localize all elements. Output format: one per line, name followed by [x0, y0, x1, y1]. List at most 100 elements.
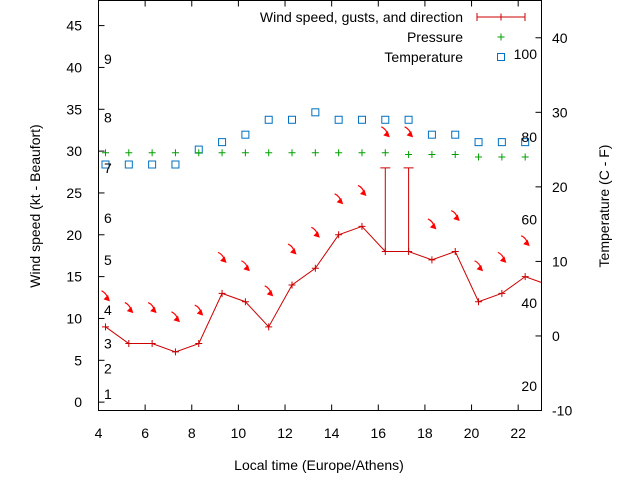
pressure-point — [358, 149, 366, 157]
wind-direction-arrow — [357, 184, 367, 196]
beaufort-label: 5 — [104, 252, 112, 268]
wind-direction-arrow — [450, 209, 460, 222]
x-axis-label: Local time (Europe/Athens) — [234, 457, 404, 473]
pressure-point — [218, 149, 226, 157]
x-tick-label: 14 — [324, 425, 340, 441]
beaufort-label: 2 — [104, 361, 112, 377]
chart-tick-labels: 4 6 8 10 12 14 16 18 20 22051015202530354045-1001… — [66, 18, 572, 441]
temperature-point — [311, 108, 320, 117]
wind-direction-arrow — [520, 235, 530, 247]
wind-direction-arrow — [147, 302, 157, 314]
y2-tick-label: 10 — [552, 253, 568, 269]
wind-speed-point — [475, 298, 483, 306]
x-tick-label: 12 — [277, 425, 293, 441]
temperature-point — [357, 115, 366, 124]
y-tick-label: 5 — [74, 352, 82, 368]
wind-direction-arrow — [497, 251, 507, 263]
wind-direction-arrow — [427, 218, 437, 230]
wind-speed-point — [451, 248, 459, 256]
y2-tick-label: 20 — [552, 179, 568, 195]
temperature-point — [451, 130, 460, 139]
legend-label-pressure: Pressure — [407, 29, 463, 45]
pressure-point — [265, 149, 273, 157]
y-tick-label: 40 — [66, 59, 82, 75]
wind-speed-point — [171, 348, 179, 356]
legend-swatches — [476, 13, 526, 61]
wind-speed-point — [428, 256, 436, 264]
wind-speed-point — [288, 281, 296, 289]
temperature-point — [124, 160, 133, 169]
plot-frame — [98, 0, 542, 411]
pressure-point — [475, 153, 483, 161]
temperature-point — [497, 138, 506, 147]
y2-tick-label: 0 — [552, 328, 560, 344]
temperature-point — [334, 115, 343, 124]
legend-swatch-temperature — [497, 53, 505, 61]
temperature-point — [404, 115, 413, 124]
temperature-point — [381, 115, 390, 124]
wind-gust-bar — [380, 167, 391, 252]
wind-speed-point — [148, 340, 156, 348]
temperature-point — [218, 138, 227, 147]
wind-direction-arrow — [474, 260, 484, 272]
wind-speed-point — [195, 340, 203, 348]
wind-speed-point — [521, 273, 529, 281]
x-tick-label: 18 — [417, 425, 433, 441]
legend-label-wind: Wind speed, gusts, and direction — [260, 9, 463, 25]
pressure-point — [101, 149, 109, 157]
y-tick-label: 35 — [66, 101, 82, 117]
y-tick-label: 25 — [66, 185, 82, 201]
temperature-point — [264, 115, 273, 124]
fahrenheit-label: 40 — [521, 295, 537, 311]
y-tick-label: 20 — [66, 227, 82, 243]
wind-speed-point — [125, 340, 133, 348]
wind-direction-arrow — [124, 302, 134, 314]
y-tick-label: 15 — [66, 269, 82, 285]
fahrenheit-label: 100 — [514, 46, 538, 62]
wind-speed-point — [335, 231, 343, 239]
y2-axis-label: Temperature (C - F) — [596, 145, 612, 268]
wind-speed-point — [265, 323, 273, 331]
fahrenheit-label: 20 — [521, 378, 537, 394]
temperature-point — [101, 160, 110, 169]
legend-swatch-pressure — [497, 33, 505, 41]
temperature-point — [171, 160, 180, 169]
chart-series — [101, 108, 542, 356]
pressure-point — [405, 150, 413, 158]
wind-speed-point — [498, 289, 506, 297]
fahrenheit-label: 80 — [521, 129, 537, 145]
pressure-point — [171, 149, 179, 157]
x-tick-label: 4 — [95, 425, 103, 441]
wind-direction-arrow — [171, 311, 180, 323]
beaufort-label: 7 — [104, 160, 112, 176]
y-tick-label: 45 — [66, 18, 82, 34]
wind-speed-point — [358, 222, 366, 230]
wind-speed-point — [241, 298, 249, 306]
wind-direction-arrow — [194, 304, 204, 316]
wind-direction-arrow — [404, 126, 414, 138]
y-tick-label: 30 — [66, 143, 82, 159]
pressure-point — [148, 149, 156, 157]
beaufort-label: 3 — [104, 336, 112, 352]
y-tick-label: 10 — [66, 310, 82, 326]
wind-direction-arrow — [334, 193, 344, 205]
x-tick-label: 20 — [464, 425, 480, 441]
y2-tick-label: 40 — [552, 30, 568, 46]
beaufort-label: 4 — [104, 302, 112, 318]
wind-speed-line — [105, 225, 542, 353]
wind-direction-arrow — [311, 226, 320, 238]
temperature-point — [474, 138, 483, 147]
beaufort-label: 1 — [104, 386, 112, 402]
temperature-point — [241, 130, 250, 139]
temperature-point — [521, 138, 530, 147]
beaufort-label: 8 — [104, 110, 112, 126]
beaufort-label: 9 — [104, 51, 112, 67]
y2-tick-label: 30 — [552, 104, 568, 120]
pressure-point — [335, 149, 343, 157]
pressure-point — [381, 149, 389, 157]
wind-gust-bar — [403, 167, 414, 252]
x-tick-label: 22 — [510, 425, 526, 441]
pressure-point — [288, 149, 296, 157]
pressure-point — [428, 150, 436, 158]
